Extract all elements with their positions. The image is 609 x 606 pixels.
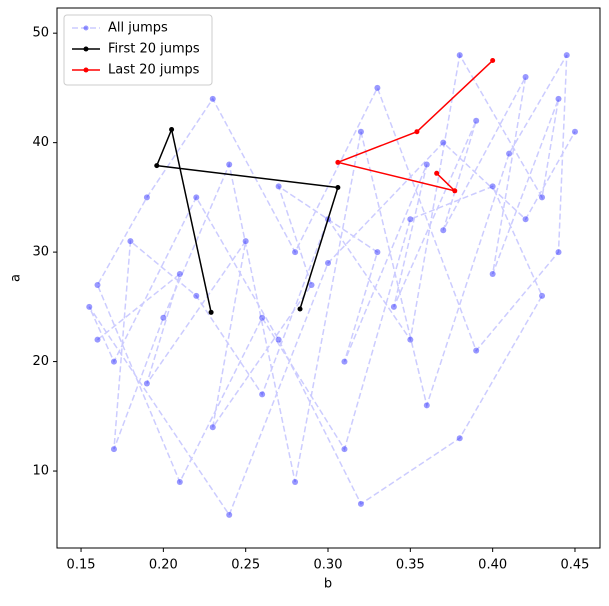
point	[555, 249, 562, 256]
legend-marker	[83, 25, 89, 31]
legend-box	[63, 14, 213, 86]
point	[242, 238, 249, 245]
point	[143, 380, 150, 387]
series	[335, 58, 496, 194]
legend-label: First 20 jumps	[108, 42, 200, 57]
point	[94, 336, 101, 343]
point	[193, 194, 200, 201]
point	[456, 435, 463, 442]
x-tick-label: 0.15	[67, 558, 96, 573]
point	[374, 249, 381, 256]
series-line	[88, 52, 576, 517]
point	[473, 347, 480, 354]
point	[209, 95, 216, 102]
point	[275, 183, 282, 190]
x-tick-label: 0.35	[396, 558, 425, 573]
point	[506, 150, 513, 157]
point	[154, 163, 160, 169]
point	[539, 194, 546, 201]
point	[209, 424, 216, 431]
point	[335, 185, 341, 191]
series	[154, 126, 341, 315]
point	[522, 73, 529, 80]
point	[176, 478, 183, 485]
point	[407, 216, 414, 223]
y-axis-label: a	[9, 274, 24, 282]
point	[94, 281, 101, 288]
point	[308, 281, 315, 288]
point	[563, 52, 570, 59]
point	[110, 446, 117, 453]
point	[160, 314, 167, 321]
point	[341, 358, 348, 365]
point	[143, 194, 150, 201]
point	[414, 129, 420, 135]
point	[423, 402, 430, 409]
y-tick-label: 40	[32, 135, 49, 150]
legend-marker	[83, 67, 89, 73]
point	[275, 336, 282, 343]
point	[176, 271, 183, 278]
legend-marker	[83, 46, 89, 52]
y-tick-label: 50	[32, 26, 49, 41]
point	[259, 314, 266, 321]
point	[489, 183, 496, 190]
point	[335, 159, 341, 165]
y-tick-label: 30	[32, 245, 49, 260]
x-tick-label: 0.45	[560, 558, 589, 573]
point	[110, 358, 117, 365]
point	[374, 84, 381, 91]
point	[390, 303, 397, 310]
y-tick-label: 10	[32, 464, 49, 479]
x-tick-label: 0.25	[231, 558, 260, 573]
legend-label: All jumps	[108, 21, 168, 36]
point	[341, 446, 348, 453]
legend-label: Last 20 jumps	[108, 63, 200, 78]
point	[539, 292, 546, 299]
point	[292, 249, 299, 256]
point	[434, 170, 440, 176]
point	[423, 161, 430, 168]
point	[489, 271, 496, 278]
point	[193, 292, 200, 299]
x-tick-label: 0.30	[314, 558, 343, 573]
y-tick-label: 20	[32, 354, 49, 369]
point	[86, 303, 93, 310]
point	[325, 260, 332, 267]
point	[407, 336, 414, 343]
point	[522, 216, 529, 223]
point	[297, 306, 303, 312]
point	[259, 391, 266, 398]
point	[169, 127, 175, 133]
x-tick-label: 0.20	[149, 558, 178, 573]
point	[440, 227, 447, 234]
point	[490, 58, 496, 64]
point	[357, 500, 364, 507]
point	[226, 161, 233, 168]
point	[208, 309, 214, 315]
point	[456, 52, 463, 59]
point	[452, 188, 458, 194]
point	[292, 478, 299, 485]
point	[127, 238, 134, 245]
series	[86, 52, 578, 518]
x-axis-label: b	[324, 577, 332, 592]
point	[571, 128, 578, 135]
point	[226, 511, 233, 518]
legend: All jumps First 20 jumps Last 20 jumps	[63, 14, 213, 86]
point	[473, 117, 480, 124]
point	[440, 139, 447, 146]
point	[357, 128, 364, 135]
point	[555, 95, 562, 102]
x-tick-label: 0.40	[478, 558, 507, 573]
